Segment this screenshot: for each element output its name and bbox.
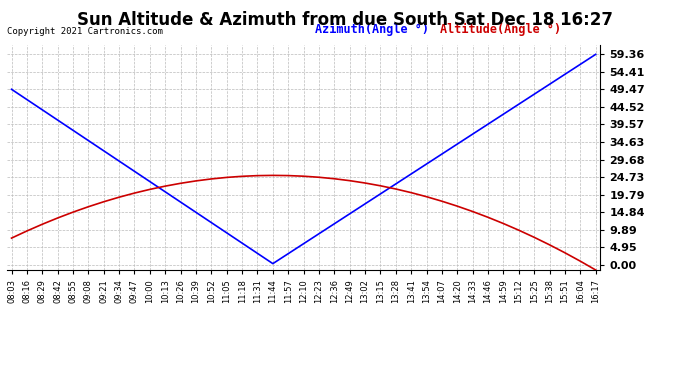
Text: Altitude(Angle °): Altitude(Angle °) <box>440 23 561 36</box>
Text: Azimuth(Angle °): Azimuth(Angle °) <box>315 23 429 36</box>
Text: Copyright 2021 Cartronics.com: Copyright 2021 Cartronics.com <box>7 27 163 36</box>
Text: Sun Altitude & Azimuth from due South Sat Dec 18 16:27: Sun Altitude & Azimuth from due South Sa… <box>77 11 613 29</box>
